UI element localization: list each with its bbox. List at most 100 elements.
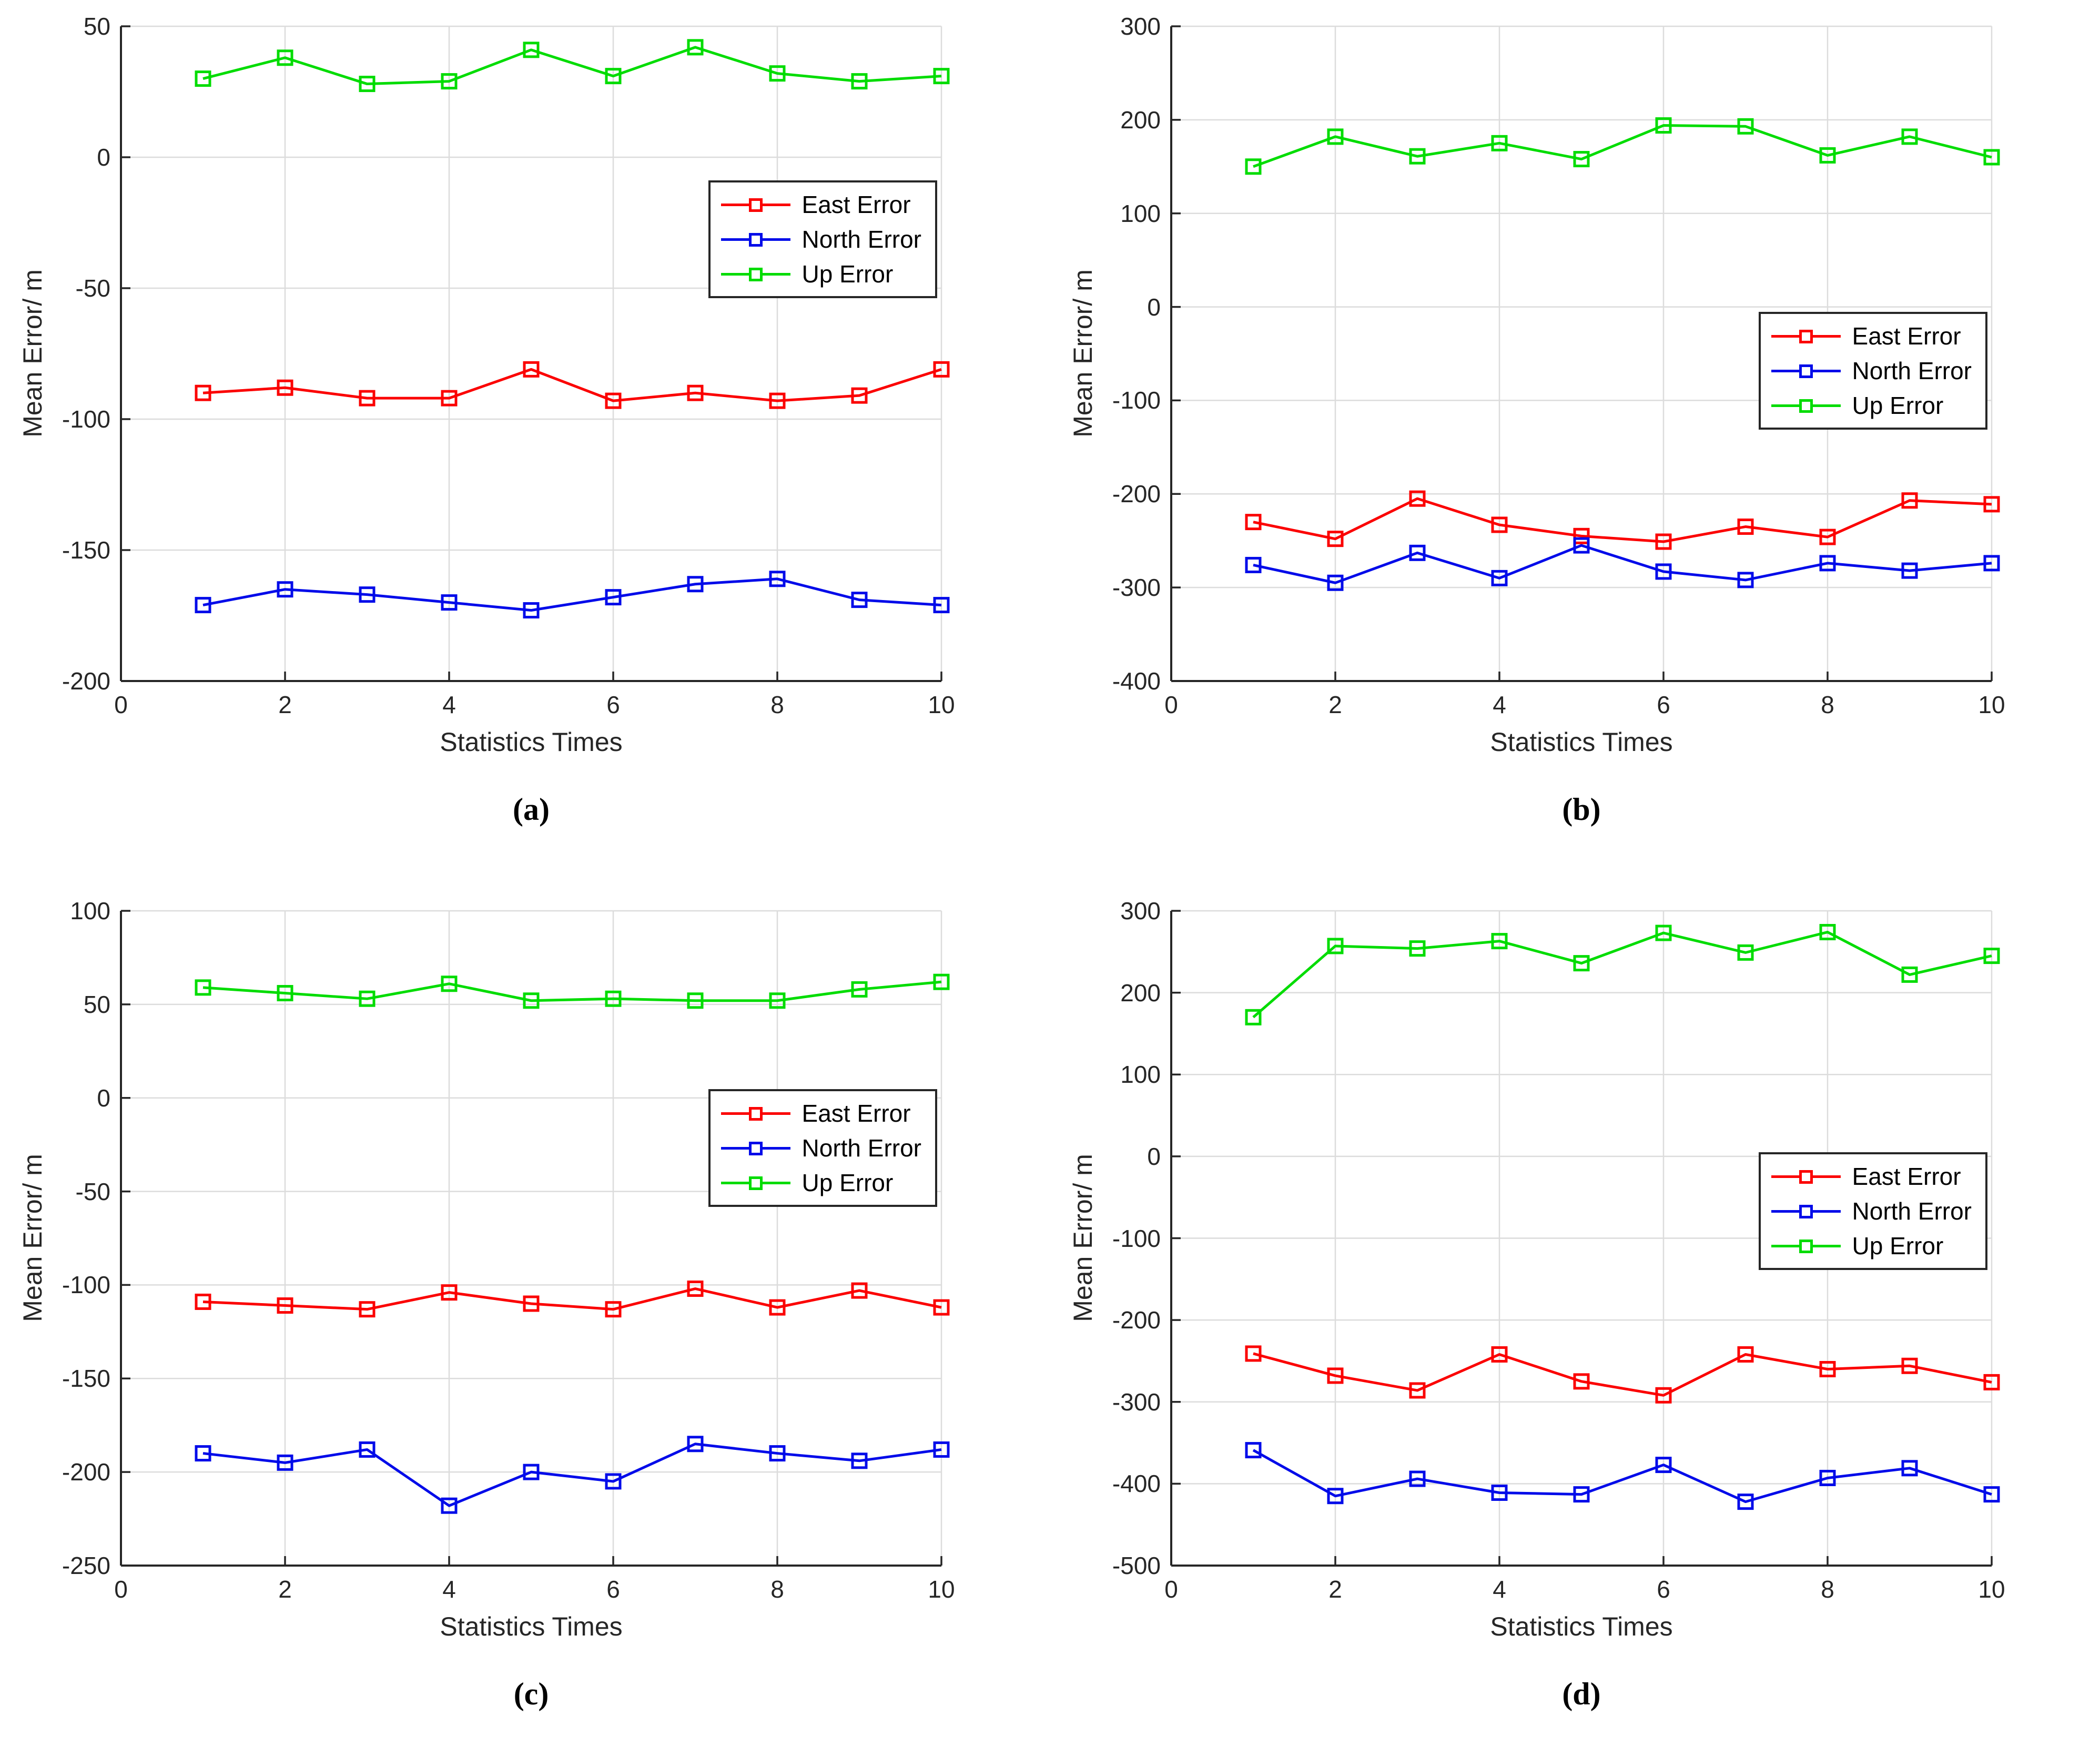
east-error-markers bbox=[1245, 1345, 2000, 1404]
y-tick-label: -200 bbox=[1112, 1306, 1161, 1334]
square-marker-icon bbox=[277, 1454, 293, 1471]
east-error-line bbox=[202, 368, 942, 402]
square-marker-icon bbox=[748, 198, 763, 212]
y-tick-label: 200 bbox=[1120, 979, 1161, 1007]
square-marker-icon bbox=[1983, 948, 2000, 964]
square-marker-icon bbox=[933, 361, 950, 378]
x-tick-label: 2 bbox=[1328, 691, 1342, 718]
square-marker-icon bbox=[687, 576, 704, 593]
square-marker-icon bbox=[359, 390, 376, 407]
square-marker-icon bbox=[1245, 1442, 1262, 1459]
y-tick-label: -200 bbox=[62, 1458, 110, 1486]
legend-label: North Error bbox=[802, 226, 921, 253]
legend-line-sample-icon bbox=[721, 1106, 790, 1121]
legend-label: Up Error bbox=[1852, 392, 1944, 419]
legend-line-sample-icon bbox=[1771, 1170, 1841, 1184]
subplot-caption: (d) bbox=[1562, 1677, 1601, 1711]
square-marker-icon bbox=[1655, 1387, 1672, 1404]
square-marker-icon bbox=[441, 976, 458, 992]
y-tick-label: 0 bbox=[1147, 293, 1161, 321]
east-error-markers bbox=[1245, 490, 2000, 550]
legend-line-sample-icon bbox=[721, 267, 790, 281]
square-marker-icon bbox=[605, 990, 622, 1007]
square-marker-icon bbox=[1327, 938, 1344, 954]
y-tick-label: 50 bbox=[83, 990, 110, 1018]
legend-item-north-error: North Error bbox=[1771, 1197, 1972, 1225]
legend-item-north-error: North Error bbox=[721, 1134, 921, 1162]
x-tick-label: 10 bbox=[1978, 691, 2005, 718]
up-error-line bbox=[1253, 124, 1992, 168]
square-marker-icon bbox=[1737, 118, 1754, 135]
east-error-line bbox=[1253, 497, 1992, 543]
square-marker-icon bbox=[1983, 496, 2000, 513]
square-marker-icon bbox=[769, 992, 786, 1009]
legend-line-sample-icon bbox=[1771, 329, 1841, 343]
legend-label: Up Error bbox=[1852, 1232, 1944, 1259]
square-marker-icon bbox=[687, 384, 704, 401]
up-error-markers bbox=[1245, 923, 2000, 1025]
y-axis-label: Mean Error/ m bbox=[1068, 269, 1098, 438]
square-marker-icon bbox=[1901, 1357, 1918, 1374]
y-tick-label: -250 bbox=[62, 1552, 110, 1579]
square-marker-icon bbox=[1901, 492, 1918, 509]
x-tick-label: 6 bbox=[606, 691, 620, 718]
square-marker-icon bbox=[1409, 1470, 1426, 1487]
up-error-line bbox=[1252, 930, 1992, 1019]
square-marker-icon bbox=[277, 985, 293, 1002]
square-marker-icon bbox=[748, 1106, 763, 1121]
legend-line-sample-icon bbox=[1771, 1239, 1841, 1253]
square-marker-icon bbox=[1799, 1239, 1813, 1253]
x-tick-label: 4 bbox=[442, 691, 456, 718]
square-marker-icon bbox=[277, 379, 293, 396]
north-error-line bbox=[1252, 1449, 1992, 1504]
legend-item-up-error: Up Error bbox=[1771, 392, 1972, 419]
square-marker-icon bbox=[1901, 966, 1918, 983]
square-marker-icon bbox=[359, 1301, 376, 1318]
x-tick-label: 2 bbox=[278, 691, 292, 718]
square-marker-icon bbox=[359, 1441, 376, 1458]
square-marker-icon bbox=[359, 76, 376, 93]
y-tick-label: 0 bbox=[1147, 1142, 1161, 1170]
x-tick-label: 4 bbox=[1493, 1576, 1506, 1603]
y-tick-label: -200 bbox=[62, 667, 110, 695]
square-marker-icon bbox=[1799, 329, 1813, 343]
square-marker-icon bbox=[1245, 1345, 1262, 1362]
y-tick-label: -100 bbox=[1112, 387, 1161, 414]
plot-canvas bbox=[1170, 910, 2000, 1567]
x-tick-label: 10 bbox=[1978, 1576, 2005, 1603]
square-marker-icon bbox=[1409, 148, 1426, 165]
x-tick-label: 8 bbox=[770, 691, 784, 718]
y-tick-label: 100 bbox=[70, 897, 110, 925]
legend-label: Up Error bbox=[802, 1169, 894, 1196]
square-marker-icon bbox=[687, 1436, 704, 1452]
y-tick-label: -100 bbox=[62, 405, 110, 433]
square-marker-icon bbox=[605, 1301, 622, 1318]
subplot-caption: (b) bbox=[1562, 792, 1601, 827]
square-marker-icon bbox=[1799, 1204, 1813, 1218]
square-marker-icon bbox=[933, 1441, 950, 1458]
x-tick-label: 4 bbox=[1493, 691, 1506, 718]
square-marker-icon bbox=[1737, 1494, 1754, 1510]
x-tick-label: 10 bbox=[928, 691, 955, 718]
square-marker-icon bbox=[605, 68, 622, 85]
square-marker-icon bbox=[1491, 933, 1508, 950]
legend-line-sample-icon bbox=[1771, 1204, 1841, 1218]
y-tick-label: -50 bbox=[75, 1177, 110, 1205]
square-marker-icon bbox=[1819, 923, 1836, 940]
square-marker-icon bbox=[359, 990, 376, 1007]
legend: East Error North Error Up Error bbox=[1758, 312, 1987, 430]
square-marker-icon bbox=[195, 1445, 211, 1462]
y-tick-label: 300 bbox=[1120, 897, 1161, 925]
square-marker-icon bbox=[1327, 531, 1344, 547]
square-marker-icon bbox=[769, 571, 786, 587]
plot-area: East Error North Error Up Error 100 50 0 -5… bbox=[62, 897, 955, 1603]
square-marker-icon bbox=[1819, 1361, 1836, 1377]
x-tick-label: 10 bbox=[928, 1576, 955, 1603]
legend-line-sample-icon bbox=[1771, 364, 1841, 378]
square-marker-icon bbox=[1901, 1460, 1918, 1477]
square-marker-icon bbox=[687, 1281, 704, 1297]
square-marker-icon bbox=[1655, 1457, 1672, 1474]
square-marker-icon bbox=[748, 1141, 763, 1155]
square-marker-icon bbox=[1491, 135, 1508, 151]
square-marker-icon bbox=[748, 232, 763, 247]
